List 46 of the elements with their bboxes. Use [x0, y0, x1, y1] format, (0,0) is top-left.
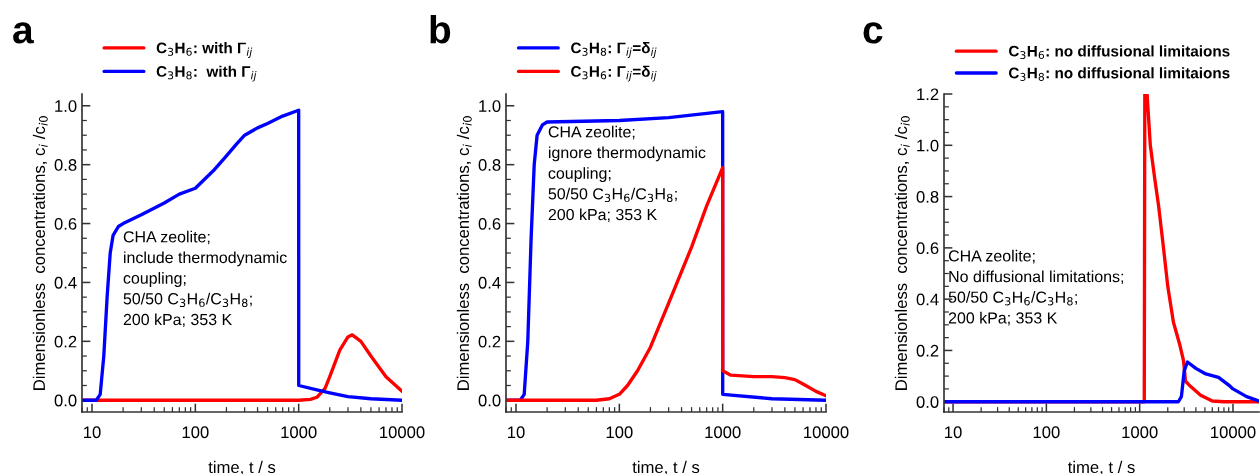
y-tick-label: 0.0 — [54, 394, 77, 407]
y-tick-label: 0.6 — [916, 242, 939, 255]
y-tick-label: 0.6 — [54, 217, 77, 230]
y-tick-label: 0.0 — [916, 396, 939, 408]
y-tick-label: 0.8 — [478, 159, 501, 171]
x-tick-label: 10 — [508, 426, 525, 439]
legend-label: C$_{3}$H$_{8}$: with Γ$_{ij}$ — [156, 65, 257, 82]
legend-label: C$_{3}$H$_{6}$: Γ$_{ij}$=δ$_{ij}$ — [571, 65, 657, 82]
chart-title: a — [13, 22, 34, 44]
chart-title: c — [863, 22, 883, 44]
legend-label: C$_{3}$H$_{6}$: with Γ$_{ij}$ — [156, 42, 253, 58]
y-tick-label: 0.8 — [54, 159, 77, 171]
y-tick-label: 0.2 — [478, 335, 501, 348]
y-tick-label: 0.2 — [916, 344, 939, 357]
x-tick-label: 100 — [1033, 426, 1060, 439]
y-tick-label: 0.4 — [54, 276, 77, 289]
y-tick-label: 1.2 — [917, 88, 939, 101]
y-tick-label: 0.0 — [478, 394, 501, 407]
y-axis-title: Dimensionless concentrations, c$_{i}$ /c$_{i0}$ — [456, 116, 472, 390]
x-tick-label: 1000 — [281, 426, 317, 439]
x-tick-label: 10 — [84, 426, 101, 439]
y-tick-label: 0.2 — [54, 335, 77, 348]
text: CHA zeolite; No diffusional limitations; 50/50 C$_{3}$H$_{6}$/C$_{3}$H$_{8}$; 200 kPa; 353 K — [948, 249, 1124, 326]
legend-label: C$_{3}$H$_{8}$: no diffusional limitaions — [1008, 67, 1230, 81]
text: CHA zeolite; ignore thermodynamic coupling; 50/50 C$_{3}$H$_{6}$/C$_{3}$H$_{8}$; 200 kPa; 353 K — [548, 125, 706, 223]
chart-title: b — [430, 15, 451, 44]
x-tick-label: 10000 — [804, 426, 849, 439]
legend-label: C$_{3}$H$_{8}$: Γ$_{ij}$=δ$_{ij}$ — [571, 42, 657, 58]
y-tick-label: 0.4 — [916, 293, 939, 306]
x-tick-label: 100 — [606, 426, 633, 439]
y-tick-label: 1.0 — [55, 100, 77, 112]
x-tick-label: 10 — [945, 426, 962, 439]
y-tick-label: 0.8 — [916, 190, 939, 203]
text: CHA zeolite; include thermodynamic coupling; 50/50 C$_{3}$H$_{6}$/C$_{3}$H$_{8}$; 200 kPa; 353 K — [123, 230, 287, 328]
y-tick-label: 0.4 — [478, 276, 501, 289]
x-tick-label: 1000 — [1122, 426, 1158, 439]
y-tick-label: 0.6 — [478, 217, 501, 230]
y-tick-label: 1.0 — [917, 139, 939, 152]
x-tick-label: 10000 — [1211, 426, 1256, 439]
x-tick-label: 1000 — [705, 426, 741, 439]
y-axis-title: Dimensionless concentrations, c$_{i}$ /c$_{i0}$ — [32, 116, 48, 390]
x-tick-label: 100 — [182, 426, 209, 439]
y-axis-title: Dimensionless concentrations, c$_{i}$ /c$_{i0}$ — [894, 116, 910, 390]
y-tick-label: 1.0 — [479, 100, 501, 112]
x-tick-label: 10000 — [380, 426, 425, 439]
legend-label: C$_{3}$H$_{6}$: no diffusional limitaions — [1008, 45, 1230, 60]
